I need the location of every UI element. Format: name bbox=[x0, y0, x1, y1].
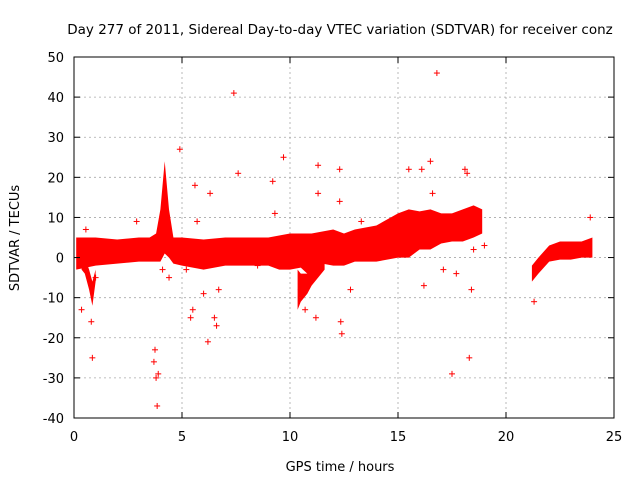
plot-frame bbox=[73, 56, 615, 419]
data-point bbox=[449, 370, 455, 377]
data-point bbox=[461, 166, 468, 173]
y-tick-label: -20 bbox=[43, 332, 64, 347]
data-point bbox=[222, 254, 229, 261]
x-tick-label: 5 bbox=[178, 430, 186, 445]
data-point bbox=[315, 162, 322, 169]
data-point bbox=[187, 314, 194, 321]
data-point bbox=[88, 318, 95, 325]
y-tick-label: -40 bbox=[43, 412, 64, 427]
data-point bbox=[338, 330, 345, 337]
y-tick-label: -10 bbox=[43, 292, 64, 307]
x-axis-label: GPS time / hours bbox=[286, 460, 395, 475]
axis-ticks: 0 5 10 15 20 25 -40 -30 -20 -10 0 10 20 30 40 50 bbox=[43, 51, 623, 445]
data-point bbox=[440, 266, 447, 273]
data-point bbox=[200, 290, 207, 297]
data-point bbox=[166, 274, 173, 281]
data-bands bbox=[76, 161, 593, 310]
data-point bbox=[191, 182, 198, 189]
data-point bbox=[235, 170, 242, 177]
data-point bbox=[302, 306, 309, 313]
data-point bbox=[155, 370, 162, 377]
data-point bbox=[336, 166, 343, 173]
data-point bbox=[254, 262, 261, 269]
data-point bbox=[347, 286, 354, 293]
data-point bbox=[312, 314, 319, 321]
x-tick-label: 0 bbox=[70, 430, 78, 445]
data-point bbox=[427, 158, 434, 165]
data-point bbox=[194, 218, 201, 225]
data-band bbox=[297, 261, 325, 310]
data-point bbox=[315, 190, 322, 197]
data-point bbox=[269, 178, 276, 185]
data-point bbox=[420, 282, 427, 289]
x-tick-label: 15 bbox=[390, 430, 407, 445]
data-band bbox=[531, 237, 593, 282]
data-point bbox=[150, 358, 157, 365]
y-tick-label: -30 bbox=[43, 372, 64, 387]
data-point bbox=[433, 214, 440, 221]
grid bbox=[74, 57, 614, 418]
data-point bbox=[152, 346, 158, 353]
data-points bbox=[78, 70, 594, 409]
data-point bbox=[207, 190, 214, 197]
y-tick-label: 10 bbox=[47, 211, 64, 226]
y-tick-label: 40 bbox=[47, 91, 64, 106]
data-point bbox=[215, 286, 222, 293]
data-point bbox=[531, 298, 538, 305]
data-point bbox=[468, 286, 475, 293]
data-point bbox=[464, 170, 471, 177]
data-band bbox=[81, 257, 96, 306]
data-point bbox=[297, 286, 304, 293]
data-point bbox=[271, 210, 278, 217]
data-point bbox=[453, 270, 460, 277]
x-tick-label: 25 bbox=[606, 430, 623, 445]
chart-title: Day 277 of 2011, Sidereal Day-to-day VTE… bbox=[67, 22, 613, 38]
y-tick-label: 50 bbox=[47, 51, 64, 66]
data-point bbox=[466, 354, 473, 361]
x-tick-label: 10 bbox=[282, 430, 299, 445]
data-point bbox=[429, 190, 436, 197]
data-point bbox=[153, 374, 160, 381]
data-point bbox=[159, 266, 166, 273]
y-axis-label: SDTVAR / TECUs bbox=[8, 185, 23, 292]
data-point bbox=[230, 90, 237, 97]
data-point bbox=[133, 218, 140, 225]
y-tick-label: 20 bbox=[47, 171, 64, 186]
data-point bbox=[176, 146, 183, 153]
data-point bbox=[405, 166, 412, 173]
data-point bbox=[336, 198, 343, 205]
data-point bbox=[92, 274, 99, 281]
data-point bbox=[78, 306, 85, 313]
data-point bbox=[213, 322, 220, 329]
data-point bbox=[82, 226, 89, 233]
data-point bbox=[211, 314, 218, 321]
data-point bbox=[284, 246, 291, 253]
data-point bbox=[587, 214, 594, 221]
data-point bbox=[470, 246, 477, 253]
data-point bbox=[89, 354, 96, 361]
data-point bbox=[337, 318, 344, 325]
data-point bbox=[189, 306, 196, 313]
data-band bbox=[76, 161, 483, 278]
data-point bbox=[358, 218, 365, 225]
data-point bbox=[154, 402, 161, 409]
data-point bbox=[433, 70, 440, 77]
y-tick-label: 30 bbox=[47, 131, 64, 146]
data-point bbox=[280, 154, 287, 161]
x-tick-label: 20 bbox=[498, 430, 515, 445]
data-point bbox=[481, 242, 488, 249]
data-point bbox=[183, 266, 190, 273]
data-point bbox=[418, 166, 425, 173]
y-tick-label: 0 bbox=[56, 252, 64, 267]
data-point bbox=[204, 338, 211, 345]
